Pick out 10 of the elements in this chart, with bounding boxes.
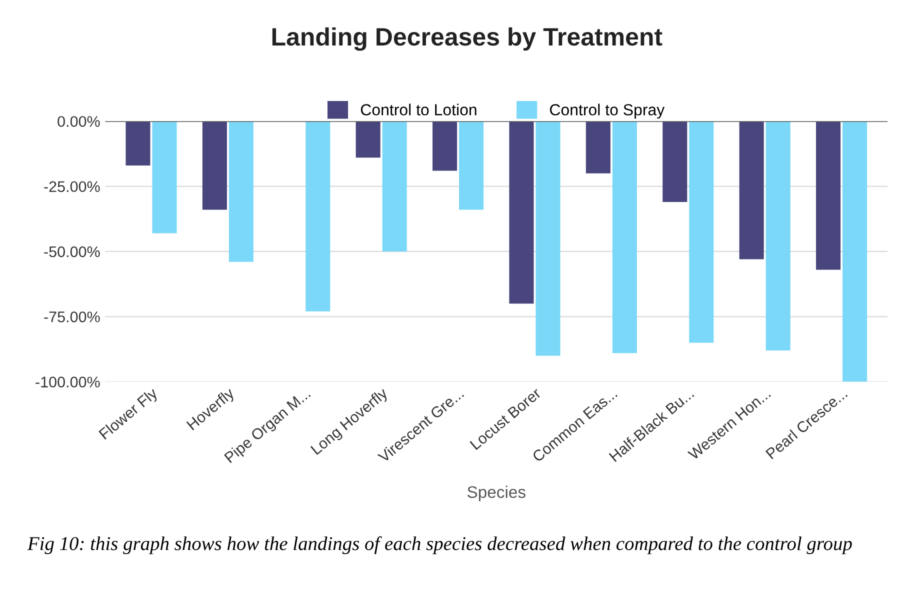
legend-label: Control to Spray xyxy=(550,104,665,119)
y-tick-label: 0.00% xyxy=(58,116,100,127)
y-tick-label: -100.00% xyxy=(36,376,100,388)
y-tick-label: -50.00% xyxy=(44,246,100,258)
y-tick-label: -75.00% xyxy=(44,312,100,322)
caption: Fig 10: this graph shows how the landings of each species decreased when compared to the control group xyxy=(27,536,852,554)
x-axis-title: Species xyxy=(468,486,526,502)
chart-title: Landing Decreases by Treatment xyxy=(272,27,662,51)
y-tick-label: -25.00% xyxy=(44,181,100,192)
legend-label: Control to Lotion xyxy=(360,104,476,116)
